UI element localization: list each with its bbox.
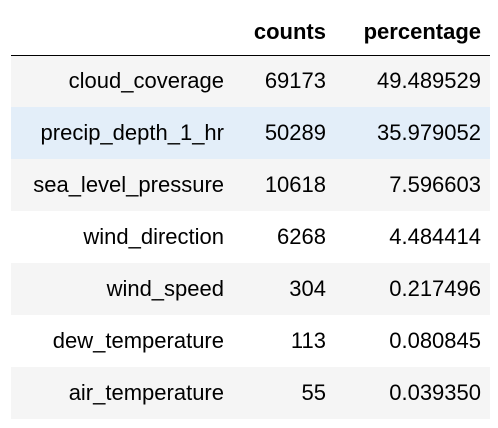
counts-cell: 50289 xyxy=(264,120,326,145)
table-row: sea_level_pressure 10618 7.596603 xyxy=(11,159,490,211)
row-index-label: air_temperature xyxy=(68,380,224,405)
table-row: wind_direction 6268 4.484414 xyxy=(11,211,490,263)
table-header: counts percentage xyxy=(11,9,490,56)
percentage-cell: 0.039350 xyxy=(389,380,481,405)
row-index-label: wind_speed xyxy=(106,276,224,301)
header-row: counts percentage xyxy=(11,9,490,56)
counts-cell: 55 xyxy=(301,380,326,405)
counts-cell: 113 xyxy=(290,328,326,353)
row-index-label: sea_level_pressure xyxy=(33,172,224,197)
counts-cell: 304 xyxy=(289,276,326,301)
percentage-header: percentage xyxy=(335,9,490,56)
percentage-cell: 49.489529 xyxy=(377,68,481,94)
percentage-cell: 35.979052 xyxy=(377,120,481,145)
row-index-label: dew_temperature xyxy=(52,328,224,353)
row-index-label: cloud_coverage xyxy=(68,68,224,94)
counts-cell: 10618 xyxy=(264,172,326,197)
table-row: dew_temperature 113 0.080845 xyxy=(11,315,490,367)
table-row: cloud_coverage 69173 49.489529 xyxy=(11,55,490,107)
percentage-cell: 0.080845 xyxy=(389,328,481,353)
table-row: wind_speed 304 0.217496 xyxy=(11,263,490,315)
index-header xyxy=(11,9,233,56)
percentage-cell: 0.217496 xyxy=(389,276,481,301)
table-row: precip_depth_1_hr 50289 35.979052 xyxy=(11,107,490,159)
counts-cell: 69173 xyxy=(264,68,326,94)
row-index-label: precip_depth_1_hr xyxy=(40,120,224,145)
percentage-cell: 7.596603 xyxy=(389,172,481,197)
counts-header: counts xyxy=(233,9,335,56)
dataframe-table: counts percentage cloud_coverage 69173 4… xyxy=(11,9,490,419)
percentage-cell: 4.484414 xyxy=(389,224,481,249)
table-row: air_temperature 55 0.039350 xyxy=(11,367,490,419)
counts-cell: 6268 xyxy=(277,224,326,249)
table-body: cloud_coverage 69173 49.489529 precip_de… xyxy=(11,55,490,419)
row-index-label: wind_direction xyxy=(83,224,224,249)
